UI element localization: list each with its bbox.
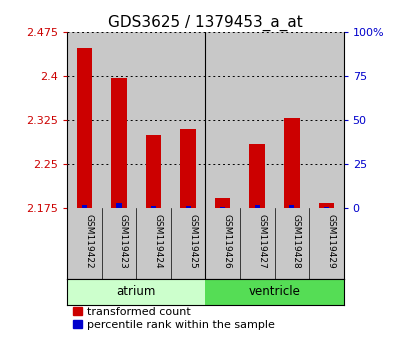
Bar <box>205 209 240 279</box>
Text: GSM119426: GSM119426 <box>223 214 232 269</box>
Bar <box>67 32 102 209</box>
Text: GSM119428: GSM119428 <box>292 214 301 269</box>
Bar <box>309 209 344 279</box>
Text: GSM119422: GSM119422 <box>85 214 94 269</box>
Bar <box>77 48 92 209</box>
Text: GSM119424: GSM119424 <box>154 214 163 269</box>
Text: ventricle: ventricle <box>248 285 301 298</box>
Text: GSM119423: GSM119423 <box>119 214 128 269</box>
Bar <box>117 203 122 209</box>
Bar <box>102 209 136 279</box>
Bar <box>275 209 309 279</box>
Bar <box>205 279 344 305</box>
Bar <box>146 135 161 209</box>
Text: GSM119427: GSM119427 <box>257 214 266 269</box>
Bar <box>255 205 260 209</box>
Text: GSM119425: GSM119425 <box>188 214 197 269</box>
Text: atrium: atrium <box>117 285 156 298</box>
Bar <box>215 199 230 209</box>
Bar <box>136 32 171 209</box>
Bar <box>82 205 87 209</box>
Bar <box>102 32 136 209</box>
Bar <box>220 207 225 209</box>
Bar <box>171 209 205 279</box>
Bar <box>205 32 240 209</box>
Bar <box>240 32 275 209</box>
Bar <box>309 32 344 209</box>
Bar <box>171 32 205 209</box>
Bar <box>324 207 329 209</box>
Bar <box>319 202 334 209</box>
Text: GSM119429: GSM119429 <box>326 214 335 269</box>
Bar <box>240 209 275 279</box>
Bar <box>136 209 171 279</box>
Bar <box>284 118 299 209</box>
Bar <box>67 279 205 305</box>
Legend: transformed count, percentile rank within the sample: transformed count, percentile rank withi… <box>73 307 275 330</box>
Bar <box>181 129 196 209</box>
Title: GDS3625 / 1379453_a_at: GDS3625 / 1379453_a_at <box>108 14 303 30</box>
Bar <box>111 78 127 209</box>
Bar <box>250 144 265 209</box>
Bar <box>67 209 102 279</box>
Bar <box>289 205 294 209</box>
Bar <box>275 32 309 209</box>
Bar <box>186 206 191 209</box>
Bar <box>151 206 156 209</box>
